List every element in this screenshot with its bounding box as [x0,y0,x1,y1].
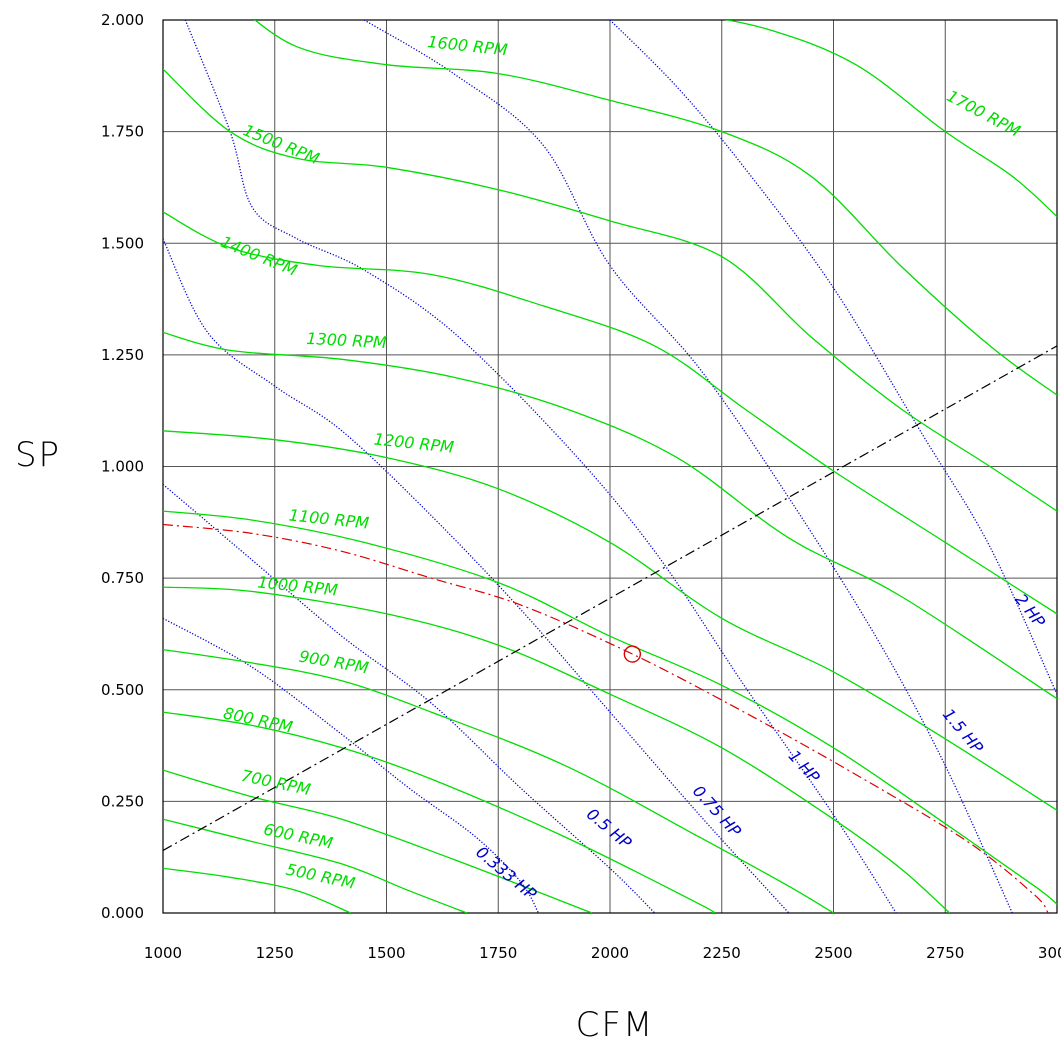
rpm-curve-line [253,20,1057,396]
x-tick-label: 3000 [1038,944,1061,962]
y-tick-label: 0.750 [101,569,144,587]
rpm-curve-label: 1000 RPM [257,572,339,599]
y-tick-label: 1.750 [101,123,144,141]
operating-point-marker [623,645,642,663]
rpm-curve-line [163,331,1057,700]
rpm-curve-label: 1600 RPM [427,32,509,59]
rpm-curve-line [163,769,593,913]
rpm-curve-label: 1300 RPM [306,329,387,352]
x-tick-label: 2500 [814,944,852,962]
rpm-curve-line [163,648,834,913]
rpm-curve-label: 1700 RPM [944,86,1024,141]
system-curves [163,345,1057,913]
rpm-curve-label: 1400 RPM [218,232,300,280]
hp-curve-label: 2 HP [1011,590,1049,631]
rpm-curve-line [163,818,468,913]
hp-curve-label: 0.5 HP [583,804,635,852]
rpm-curve-line [163,211,1057,615]
y-tick-label: 0.000 [101,904,144,922]
x-tick-label: 2750 [926,944,964,962]
rpm-curve-label: 600 RPM [262,820,335,853]
rpm-curve-line [163,867,351,913]
y-tick-label: 1.250 [101,346,144,364]
x-tick-label: 1750 [479,944,517,962]
rpm-curve-line [163,68,1057,512]
x-tick-label: 1000 [144,944,182,962]
rpm-curve-line [163,586,951,913]
hp-curve-line [609,20,1057,695]
rpm-curve-line [724,20,1057,217]
y-tick-label: 1.500 [101,234,144,252]
rpm-curve-label: 700 RPM [240,766,313,799]
rpm-curve-line [163,711,716,913]
rpm-curve-line [163,430,1057,811]
x-tick-label: 1250 [256,944,294,962]
y-tick-label: 0.500 [101,681,144,699]
hp-curve-label: 0.333 HP [472,842,540,903]
system-curve-line [163,523,1049,913]
hp-curve-label: 0.75 HP [689,782,745,841]
x-tick-label: 1500 [367,944,405,962]
rpm-curve-line [163,510,1057,905]
x-axis-title: CFM [576,1005,655,1040]
rpm-curves [163,20,1057,913]
y-tick-label: 2.000 [101,11,144,29]
x-tick-label: 2000 [591,944,629,962]
rpm-curve-label: 1200 RPM [373,430,455,457]
y-tick-label: 0.250 [101,792,144,810]
operating-line [163,345,1057,852]
axis-ticks: 1000 1250 1500 1750 2000 2250 2500 2750 3000 0.00… [101,11,1061,962]
y-axis-title: SP [15,435,61,475]
hp-curve-line [163,483,656,913]
hp-curve-line [163,238,790,913]
hp-curve-line [163,617,540,913]
plot-area [163,20,1057,913]
x-tick-label: 2250 [703,944,741,962]
rpm-curve-label: 800 RPM [222,703,295,736]
y-tick-label: 1.000 [101,458,144,476]
